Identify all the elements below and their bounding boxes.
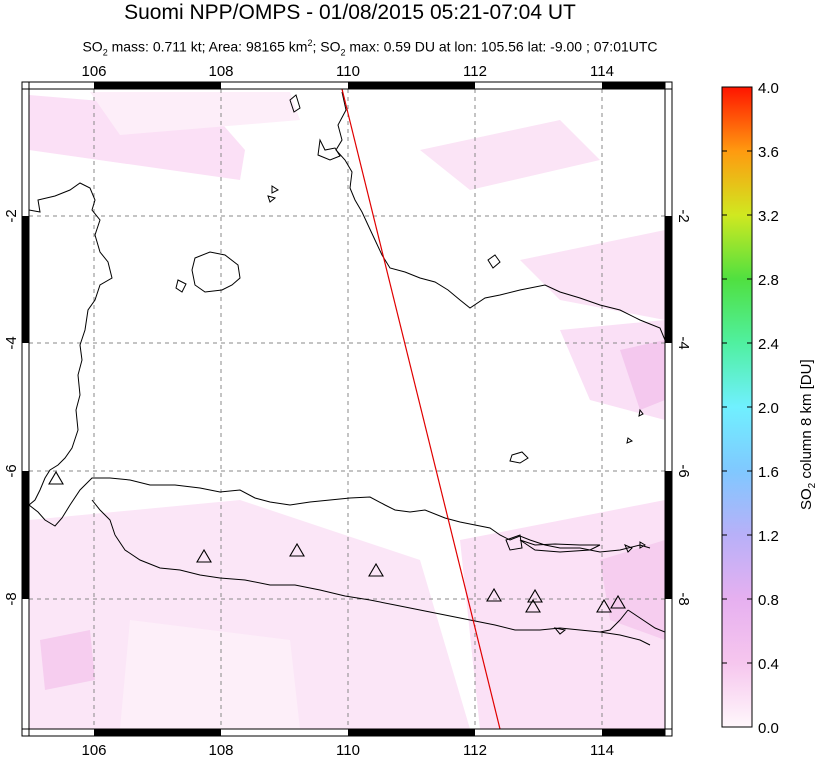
volcano-triangle-icon xyxy=(610,594,626,609)
lat-tick-left: -4 xyxy=(3,336,20,349)
lon-tick-bottom: 108 xyxy=(208,742,233,759)
colorbar-label: 0.8 xyxy=(758,592,779,609)
colorbar-labels: 4.0 3.6 3.2 2.8 2.4 2.0 1.6 1.2 0.8 0.4 … xyxy=(758,80,779,737)
colorbar-label: 2.0 xyxy=(758,400,779,417)
lat-tick-left: -8 xyxy=(3,592,20,605)
volcano-triangle-icon xyxy=(196,548,212,563)
map-subtitle: SO2 mass: 0.711 kt; Area: 98165 km2; SO2… xyxy=(82,38,658,58)
colorbar-ticks xyxy=(722,86,752,728)
volcano-triangle-icon xyxy=(289,542,305,557)
volcano-triangle-icon xyxy=(525,598,541,613)
volcano-triangle-icon xyxy=(48,470,64,485)
colorbar-label: 4.0 xyxy=(758,80,779,97)
orbit-track-line xyxy=(341,89,501,729)
lon-tick-top: 108 xyxy=(208,63,233,80)
lat-tick-labels: -2 -4 -6 -8 -2 -4 -6 -8 xyxy=(3,209,692,605)
lon-tick-bottom: 106 xyxy=(81,742,106,759)
lon-tick-top: 106 xyxy=(81,63,106,80)
lat-tick-right: -6 xyxy=(675,464,692,477)
colorbar-label: 0.4 xyxy=(758,656,779,673)
lon-tick-top: 114 xyxy=(590,63,614,80)
lat-tick-left: -2 xyxy=(3,209,20,222)
colorbar-label: 2.4 xyxy=(758,336,779,353)
volcano-triangle-icon xyxy=(486,587,502,602)
map-title: Suomi NPP/OMPS - 01/08/2015 05:21-07:04 … xyxy=(124,1,576,24)
colorbar-label: 1.6 xyxy=(758,464,779,481)
lat-tick-right: -4 xyxy=(675,336,692,349)
colorbar-label: 1.2 xyxy=(758,528,779,545)
lat-tick-right: -2 xyxy=(675,209,692,222)
colorbar-label: 2.8 xyxy=(758,272,779,289)
colorbar-label: 3.2 xyxy=(758,208,779,225)
map-frame xyxy=(21,81,673,737)
volcano-triangle-icon xyxy=(368,562,384,577)
lon-tick-bottom: 112 xyxy=(463,742,487,759)
lat-tick-right: -8 xyxy=(675,592,692,605)
lon-tick-top: 110 xyxy=(336,63,360,80)
volcano-markers xyxy=(48,470,626,613)
colorbar-title: SO2 column 8 km [DU] xyxy=(798,359,818,510)
colorbar: 4.0 3.6 3.2 2.8 2.4 2.0 1.6 1.2 0.8 0.4 … xyxy=(721,80,779,737)
colorbar-label: 0.0 xyxy=(758,720,779,737)
graticule xyxy=(29,89,665,729)
lon-tick-top: 112 xyxy=(463,63,487,80)
lat-tick-left: -6 xyxy=(3,464,20,477)
so2-shading xyxy=(29,92,665,729)
lon-tick-bottom: 110 xyxy=(336,742,360,759)
volcano-triangle-icon xyxy=(527,588,543,603)
lon-tick-labels: 106 108 110 112 114 106 108 110 112 114 xyxy=(81,63,613,759)
volcano-triangle-icon xyxy=(596,598,612,613)
colorbar-label: 3.6 xyxy=(758,144,779,161)
coastlines xyxy=(29,91,665,646)
lon-tick-bottom: 114 xyxy=(590,742,614,759)
